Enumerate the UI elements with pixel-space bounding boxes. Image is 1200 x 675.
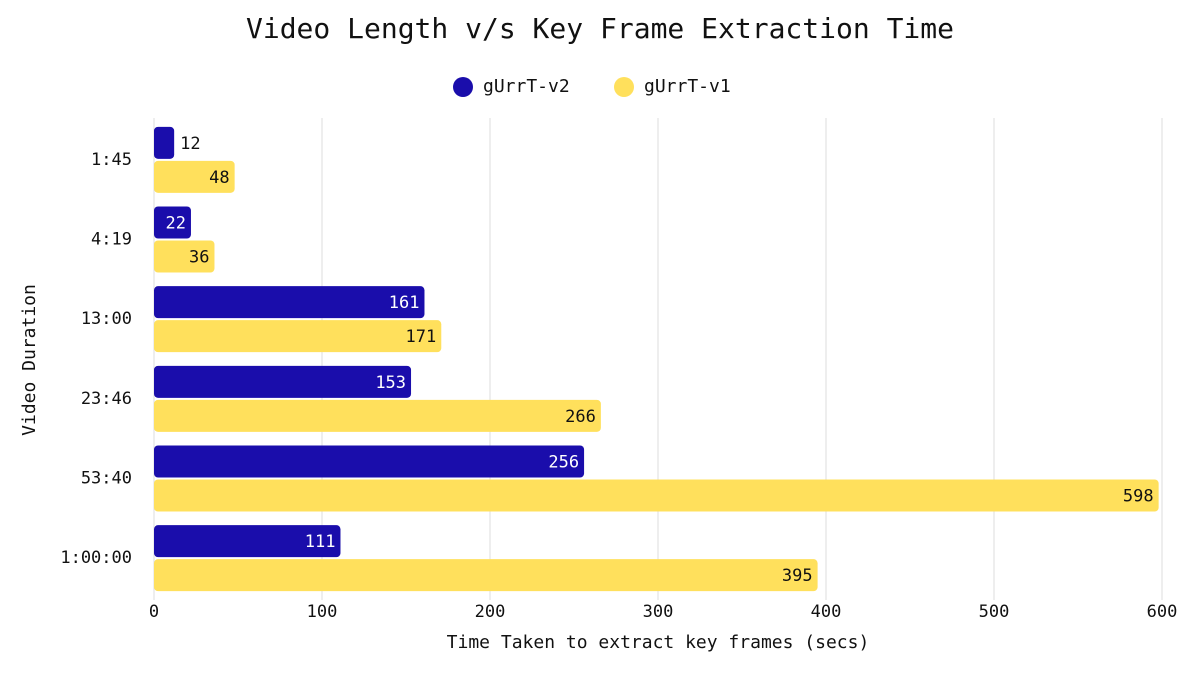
legend-label: gUrrT-v1 — [644, 76, 731, 97]
legend-swatch — [453, 77, 473, 97]
bar — [154, 445, 585, 478]
bar — [154, 240, 215, 273]
bar — [154, 365, 412, 398]
legend-label: gUrrT-v2 — [483, 76, 570, 97]
x-tick-label: 600 — [1147, 602, 1178, 622]
chart-title: Video Length v/s Key Frame Extraction Ti… — [246, 12, 954, 45]
legend-swatch — [614, 77, 634, 97]
y-tick-label: 23:46 — [81, 389, 132, 409]
y-tick-label: 4:19 — [91, 230, 132, 250]
data-label: 171 — [406, 327, 437, 347]
data-label: 266 — [565, 407, 596, 427]
data-label: 48 — [209, 168, 229, 188]
bar — [154, 160, 235, 193]
y-tick-label: 13:00 — [81, 309, 132, 329]
x-tick-label: 200 — [475, 602, 506, 622]
bar — [154, 559, 818, 592]
x-tick-label: 500 — [979, 602, 1010, 622]
x-axis-title: Time Taken to extract key frames (secs) — [447, 632, 870, 653]
data-label: 111 — [305, 532, 336, 552]
y-tick-label: 1:00:00 — [60, 548, 132, 568]
data-label: 153 — [375, 373, 406, 393]
data-label: 598 — [1123, 487, 1154, 507]
y-tick-label: 53:40 — [81, 469, 132, 489]
x-tick-label: 400 — [811, 602, 842, 622]
data-label: 395 — [782, 566, 813, 586]
bar — [154, 399, 601, 432]
x-tick-label: 0 — [149, 602, 159, 622]
bar — [154, 206, 191, 239]
bar — [154, 320, 442, 353]
x-tick-label: 300 — [643, 602, 674, 622]
data-label: 256 — [548, 453, 579, 473]
y-tick-label: 1:45 — [91, 150, 132, 170]
data-label: 12 — [180, 134, 200, 154]
data-label: 161 — [389, 293, 420, 313]
data-label: 36 — [189, 248, 209, 268]
data-label: 22 — [165, 214, 185, 234]
bar — [154, 525, 341, 558]
x-tick-label: 100 — [307, 602, 338, 622]
y-axis-title: Video Duration — [19, 284, 40, 436]
bar — [154, 286, 425, 319]
bar — [154, 479, 1159, 512]
bar — [154, 126, 175, 159]
